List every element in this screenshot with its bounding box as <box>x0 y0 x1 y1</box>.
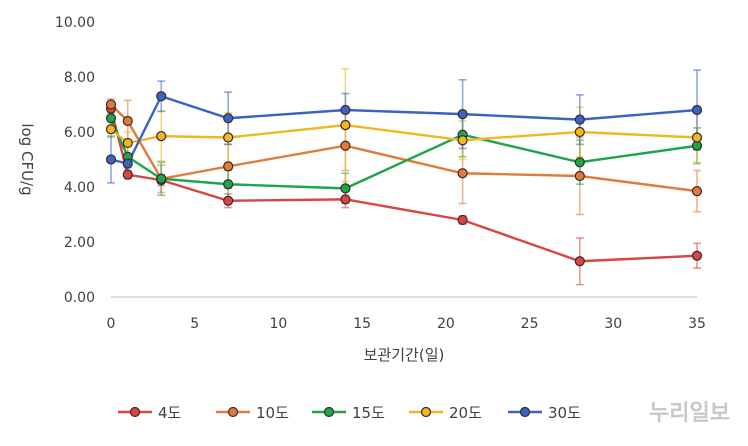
legend-label: 30도 <box>548 404 581 422</box>
y-tick-label: 2.00 <box>64 235 95 251</box>
x-tick-label: 35 <box>688 316 706 332</box>
series-line <box>110 94 698 166</box>
x-tick-label: 25 <box>521 316 539 332</box>
data-point <box>156 173 167 184</box>
data-point <box>105 154 117 165</box>
legend-label: 10도 <box>256 404 289 422</box>
y-tick-label: 0.00 <box>64 290 95 306</box>
data-point <box>105 99 117 110</box>
series-lines <box>109 94 698 263</box>
data-point <box>457 214 468 226</box>
y-tick-labels: 0.00 2.00 4.00 6.00 8.00 10.00 <box>55 15 95 306</box>
data-point <box>122 115 133 127</box>
data-point <box>105 124 117 135</box>
legend-label: 20도 <box>449 404 482 422</box>
data-point <box>691 186 703 197</box>
legend-marker <box>129 406 141 418</box>
y-tick-label: 8.00 <box>64 70 95 86</box>
x-axis-title: 보관기간(일) <box>364 346 445 364</box>
data-point <box>574 170 585 182</box>
legend-marker <box>227 406 239 418</box>
data-point <box>122 158 133 169</box>
watermark-logo: 누리일보 <box>649 401 730 426</box>
legend-marker <box>323 406 335 418</box>
series-line <box>110 103 698 193</box>
data-point <box>691 140 703 151</box>
x-tick-label: 15 <box>353 316 371 332</box>
data-point <box>691 132 703 143</box>
data-point <box>122 169 133 180</box>
data-point <box>223 179 234 190</box>
data-point <box>223 161 234 172</box>
data-point <box>691 104 703 116</box>
data-point <box>457 109 468 120</box>
data-point <box>122 137 133 149</box>
legend: 4도 10도 15도 20도 30도 <box>118 404 581 422</box>
x-tick-label: 5 <box>190 316 199 332</box>
series-line <box>110 123 698 145</box>
x-tick-label: 0 <box>107 316 116 332</box>
data-point <box>223 195 234 206</box>
legend-label: 4도 <box>158 404 182 422</box>
data-point <box>340 140 351 151</box>
data-point <box>340 194 351 205</box>
y-tick-label: 6.00 <box>64 125 95 141</box>
series-markers <box>105 91 703 267</box>
data-point <box>105 113 117 124</box>
y-axis-title: log CFU/g <box>18 123 36 195</box>
data-point <box>340 183 351 194</box>
legend-marker <box>519 406 531 418</box>
data-point <box>223 132 234 143</box>
legend-label: 15도 <box>352 404 385 422</box>
data-point <box>223 113 234 124</box>
series-line <box>109 108 698 263</box>
data-point <box>457 168 468 179</box>
y-tick-label: 10.00 <box>55 15 95 31</box>
data-point <box>340 104 351 116</box>
legend-marker <box>420 406 432 418</box>
data-point <box>574 256 585 267</box>
data-point <box>574 126 585 138</box>
y-axis-title-text: log CFU/g <box>18 123 36 195</box>
x-tick-label: 30 <box>604 316 622 332</box>
y-tick-label: 4.00 <box>64 180 95 196</box>
data-point <box>574 114 585 125</box>
data-point <box>574 157 585 168</box>
data-point <box>156 91 167 102</box>
series-line <box>109 117 698 190</box>
data-point <box>340 120 351 131</box>
data-point <box>457 135 468 146</box>
x-tick-label: 20 <box>437 316 455 332</box>
x-tick-labels: 0 5 10 15 20 25 30 35 <box>107 316 706 332</box>
data-point <box>156 131 167 142</box>
data-point <box>691 250 703 261</box>
x-tick-label: 10 <box>270 316 288 332</box>
error-bars <box>107 67 701 286</box>
